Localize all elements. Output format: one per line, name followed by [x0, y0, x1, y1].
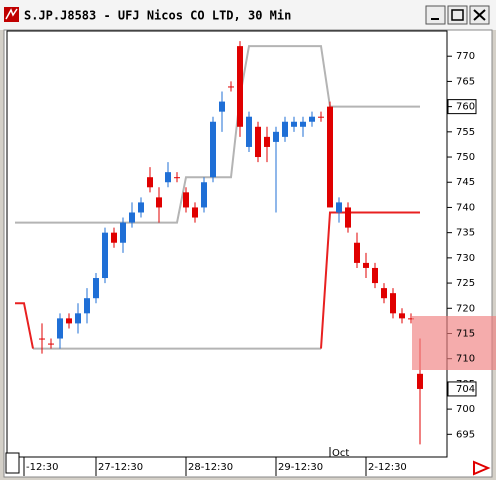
candle-body [228, 86, 234, 88]
candle-body [408, 318, 414, 320]
title-bar [0, 0, 496, 30]
app-icon-glyph [5, 8, 18, 20]
y-tick-label: 715 [456, 328, 475, 339]
maximize-button[interactable] [447, 5, 468, 25]
candle-body [354, 242, 360, 263]
candle-body [102, 232, 108, 279]
plot [15, 41, 452, 445]
last-price-box [447, 381, 477, 397]
y-tick-label: 700 [456, 404, 475, 415]
scroll-box[interactable] [5, 452, 20, 474]
candle-body [174, 177, 180, 179]
candle-body [147, 177, 153, 188]
candle-body [111, 232, 117, 243]
candle-body [363, 262, 369, 268]
candle-body [165, 172, 171, 183]
window-title: S.JP.J8583 - UFJ Nicos CO LTD, 30 Min [24, 9, 291, 23]
candle-body [246, 116, 252, 147]
candle-body [183, 192, 189, 208]
scroll-arrow[interactable] [473, 460, 491, 476]
month-label: Oct [332, 448, 349, 459]
candle-body [318, 116, 324, 118]
y-tick-label: 755 [456, 127, 475, 138]
candle-body [417, 373, 423, 389]
candle-body [255, 126, 261, 158]
y-tick-label: 750 [456, 152, 475, 163]
y-tick-label: 770 [456, 51, 475, 62]
candle-body [264, 136, 270, 147]
x-tick-label: 29-12:30 [278, 462, 323, 473]
candle-body [309, 116, 315, 122]
candle-body [390, 293, 396, 314]
candle-body [156, 197, 162, 208]
x-tick-label: -12:30 [26, 462, 58, 473]
candle-body [291, 121, 297, 127]
y-tick-label: 725 [456, 278, 475, 289]
overlay-line [15, 45, 420, 224]
candle-body [327, 106, 333, 208]
candle-body [84, 298, 90, 314]
candle-body [372, 267, 378, 284]
y-tick-label: 720 [456, 303, 475, 314]
candle-body [237, 46, 243, 127]
y-tick-label: 745 [456, 177, 475, 188]
candle-body [336, 202, 342, 213]
candle-body [282, 121, 288, 137]
candle-body [381, 288, 387, 299]
candle-body [138, 202, 144, 213]
candle-body [201, 182, 207, 208]
candle-body [300, 121, 306, 127]
candle-body [75, 313, 81, 324]
candle-body [192, 207, 198, 218]
y-tick-label: 765 [456, 76, 475, 87]
y-tick-label: 760 [456, 102, 475, 113]
highlight-zone [412, 316, 496, 370]
x-tick-label: 2-12:30 [368, 462, 407, 473]
overlay-end-marker [447, 99, 477, 115]
y-tick-label: 695 [456, 429, 475, 440]
candle-body [39, 338, 45, 340]
candle-body [129, 212, 135, 223]
candle-body [210, 121, 216, 178]
last-price-label: 704 [456, 384, 475, 395]
overlay-line [15, 302, 34, 349]
candle-body [345, 207, 351, 228]
minimize-button[interactable] [425, 5, 446, 25]
candle-body [57, 318, 63, 339]
candle-body [48, 343, 54, 345]
close-button[interactable] [469, 5, 490, 25]
x-tick-label: 27-12:30 [98, 462, 143, 473]
y-tick-label: 735 [456, 228, 475, 239]
y-tick-label: 740 [456, 202, 475, 213]
candle-body [93, 278, 99, 299]
x-tick-label: 28-12:30 [188, 462, 233, 473]
candle-body [219, 101, 225, 112]
y-tick-label: 730 [456, 253, 475, 264]
candle-body [273, 131, 279, 142]
candle-body [120, 222, 126, 243]
y-tick-label: 710 [456, 354, 475, 365]
candle-body [399, 313, 405, 319]
candle-body [66, 318, 72, 324]
plot-frame [6, 30, 448, 458]
